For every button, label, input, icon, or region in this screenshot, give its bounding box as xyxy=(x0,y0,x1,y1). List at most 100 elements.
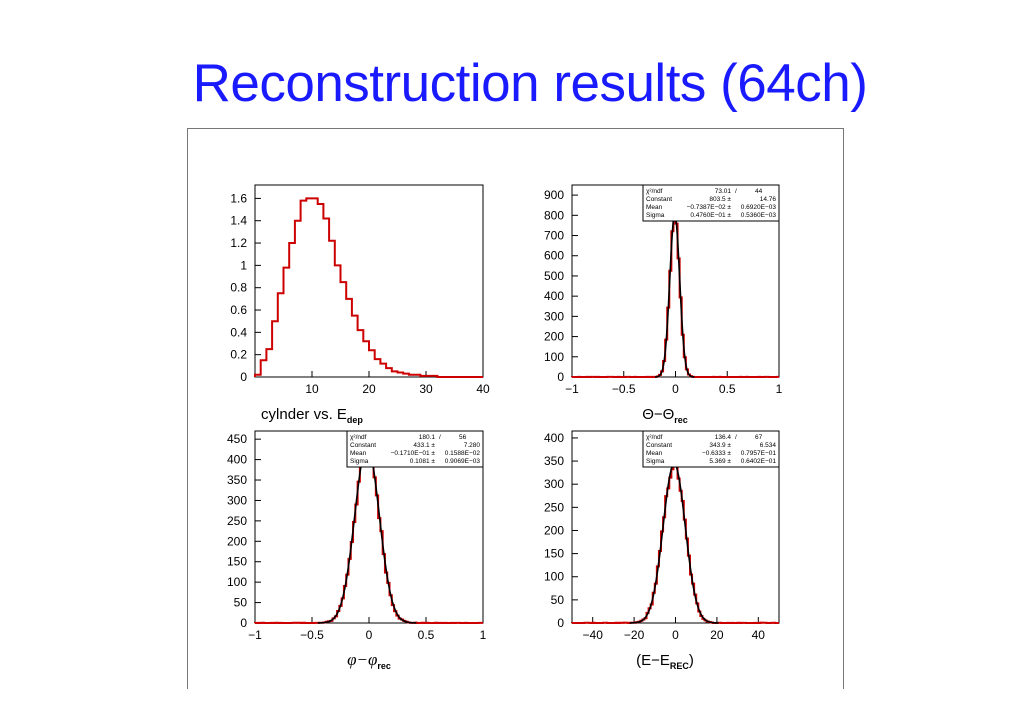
x-tick-label: 1 xyxy=(480,628,487,642)
y-tick-label: 900 xyxy=(544,188,564,202)
y-tick-label: 1.6 xyxy=(230,191,247,205)
x-tick-label: −0.5 xyxy=(300,628,324,642)
x-axis-label-subscript: dep xyxy=(347,415,364,425)
gaussian-fit-curve xyxy=(629,463,719,624)
x-tick-label: 40 xyxy=(752,628,766,642)
x-axis-label-subscript: rec xyxy=(377,661,391,671)
y-tick-label: 100 xyxy=(227,575,247,589)
y-tick-label: 100 xyxy=(544,350,564,364)
x-tick-label: −20 xyxy=(624,628,645,642)
stats-cell: 0.7957E−01 xyxy=(741,450,777,457)
x-axis-label-base: (E−E xyxy=(636,652,670,669)
stats-cell: 0.6402E−01 xyxy=(741,458,777,465)
gaussian-fit-curve xyxy=(317,445,417,624)
y-tick-label: 300 xyxy=(544,477,564,491)
slide-title: Reconstruction results (64ch) xyxy=(192,54,868,113)
x-tick-label: −1 xyxy=(565,382,579,396)
x-axis-label-base: φ−φ xyxy=(347,650,377,669)
y-tick-label: 0.6 xyxy=(230,303,247,317)
x-axis-label: φ−φrec xyxy=(347,650,391,671)
stats-cell: χ²/ndf xyxy=(646,434,663,441)
stats-cell: 0.9069E−03 xyxy=(445,458,481,465)
y-tick-label: 350 xyxy=(544,454,564,468)
y-tick-label: 150 xyxy=(227,555,247,569)
histogram-bars xyxy=(254,441,483,624)
y-tick-label: 0 xyxy=(557,616,564,630)
stats-cell: 73.01 xyxy=(715,188,732,195)
y-tick-label: 0 xyxy=(557,370,564,384)
stats-cell: Constant xyxy=(646,442,672,449)
gaussian-fit-curve xyxy=(654,213,695,378)
x-tick-label: 0.5 xyxy=(719,382,736,396)
y-tick-label: 250 xyxy=(544,500,564,514)
stats-cell: 5.369 ± xyxy=(709,458,731,465)
x-tick-label: 10 xyxy=(305,382,319,396)
y-tick-label: 400 xyxy=(544,289,564,303)
x-axis-label: (E−EREC) xyxy=(636,652,694,671)
histogram-bars xyxy=(571,217,779,378)
y-tick-label: 600 xyxy=(544,249,564,263)
stats-box-frame xyxy=(346,430,484,468)
y-tick-label: 150 xyxy=(544,547,564,561)
stats-cell: 0.6920E−03 xyxy=(741,204,777,211)
stats-cell: −0.7387E−02 ± xyxy=(687,204,732,211)
y-tick-label: 350 xyxy=(227,473,247,487)
stats-cell: 7.280 xyxy=(464,442,481,449)
stats-cell: 0.1081 ± xyxy=(410,458,436,465)
x-tick-label: 40 xyxy=(476,382,490,396)
stats-cell: 6.534 xyxy=(760,442,777,449)
stats-cell: 343.9 ± xyxy=(709,442,731,449)
histogram-panel-3: 0 50 100 150 200 250 300 350 400 450 −1 −0.5 0 0.5 1 χ²… xyxy=(227,430,487,671)
y-tick-label: 1.2 xyxy=(230,236,247,250)
figure-frame: 0 0.2 0.4 0.6 0.8 1 1.2 1.4 1.6 10 20 30 40 cylnder v… xyxy=(187,128,844,689)
stats-cell: 0.5360E−03 xyxy=(741,212,777,219)
stats-cell: 14.76 xyxy=(760,196,777,203)
y-tick-label: 0 xyxy=(240,616,247,630)
stats-box-frame xyxy=(642,430,780,468)
stats-cell: −0.1710E−01 ± xyxy=(391,450,436,457)
stats-cell: 67 xyxy=(755,434,763,441)
stats-cell: Constant xyxy=(646,196,672,203)
stats-cell: 56 xyxy=(459,434,467,441)
y-tick-label: 300 xyxy=(544,309,564,323)
fit-stats-box: χ²/ndf 136.4/ 67 Constant 343.9 ± 6.534 Mean −0… xyxy=(642,430,780,468)
stats-cell: Mean xyxy=(646,204,663,211)
stats-cell: / xyxy=(735,434,737,441)
x-tick-label: 0 xyxy=(366,628,373,642)
x-axis-label: Θ−Θrec xyxy=(642,406,688,425)
x-tick-label: 0 xyxy=(672,628,679,642)
x-tick-label: −1 xyxy=(248,628,262,642)
y-tick-label: 1 xyxy=(240,258,247,272)
x-tick-label: 20 xyxy=(710,628,724,642)
stats-cell: 803.5 ± xyxy=(709,196,731,203)
x-axis-label-subscript: rec xyxy=(674,415,688,425)
y-tick-label: 450 xyxy=(227,432,247,446)
histogram-panel-4: 0 50 100 150 200 250 300 350 400 −40 −20 0 20 40 χ²/nd… xyxy=(544,430,780,671)
stats-cell: 0.1588E−02 xyxy=(445,450,481,457)
stats-cell: Sigma xyxy=(646,458,665,465)
y-tick-label: 200 xyxy=(227,534,247,548)
stats-cell: 433.1 ± xyxy=(413,442,435,449)
stats-box-frame xyxy=(642,184,780,222)
x-tick-label: 30 xyxy=(419,382,433,396)
stats-cell: Sigma xyxy=(646,212,665,219)
y-tick-label: 800 xyxy=(544,208,564,222)
y-tick-label: 1.4 xyxy=(230,214,247,228)
stats-cell: −0.6333 ± xyxy=(702,450,731,457)
x-tick-label: 20 xyxy=(362,382,376,396)
y-tick-label: 200 xyxy=(544,330,564,344)
fit-stats-box: χ²/ndf 73.01/ 44 Constant 803.5 ± 14.76 Mean −0… xyxy=(642,184,780,222)
stats-cell: 180.1 xyxy=(419,434,436,441)
x-tick-label: 0.5 xyxy=(418,628,435,642)
x-axis-label-suffix: ) xyxy=(689,652,694,669)
histogram-panel-1: 0 0.2 0.4 0.6 0.8 1 1.2 1.4 1.6 10 20 30 40 cylnder v… xyxy=(230,184,490,425)
y-tick-label: 250 xyxy=(227,514,247,528)
y-tick-label: 200 xyxy=(544,523,564,537)
x-tick-label: −40 xyxy=(583,628,604,642)
x-tick-label: 0 xyxy=(672,382,679,396)
y-tick-label: 300 xyxy=(227,493,247,507)
x-axis-label-subscript: REC xyxy=(670,661,690,671)
stats-cell: 0.4760E−01 ± xyxy=(690,212,731,219)
histogram-bars xyxy=(571,458,779,624)
